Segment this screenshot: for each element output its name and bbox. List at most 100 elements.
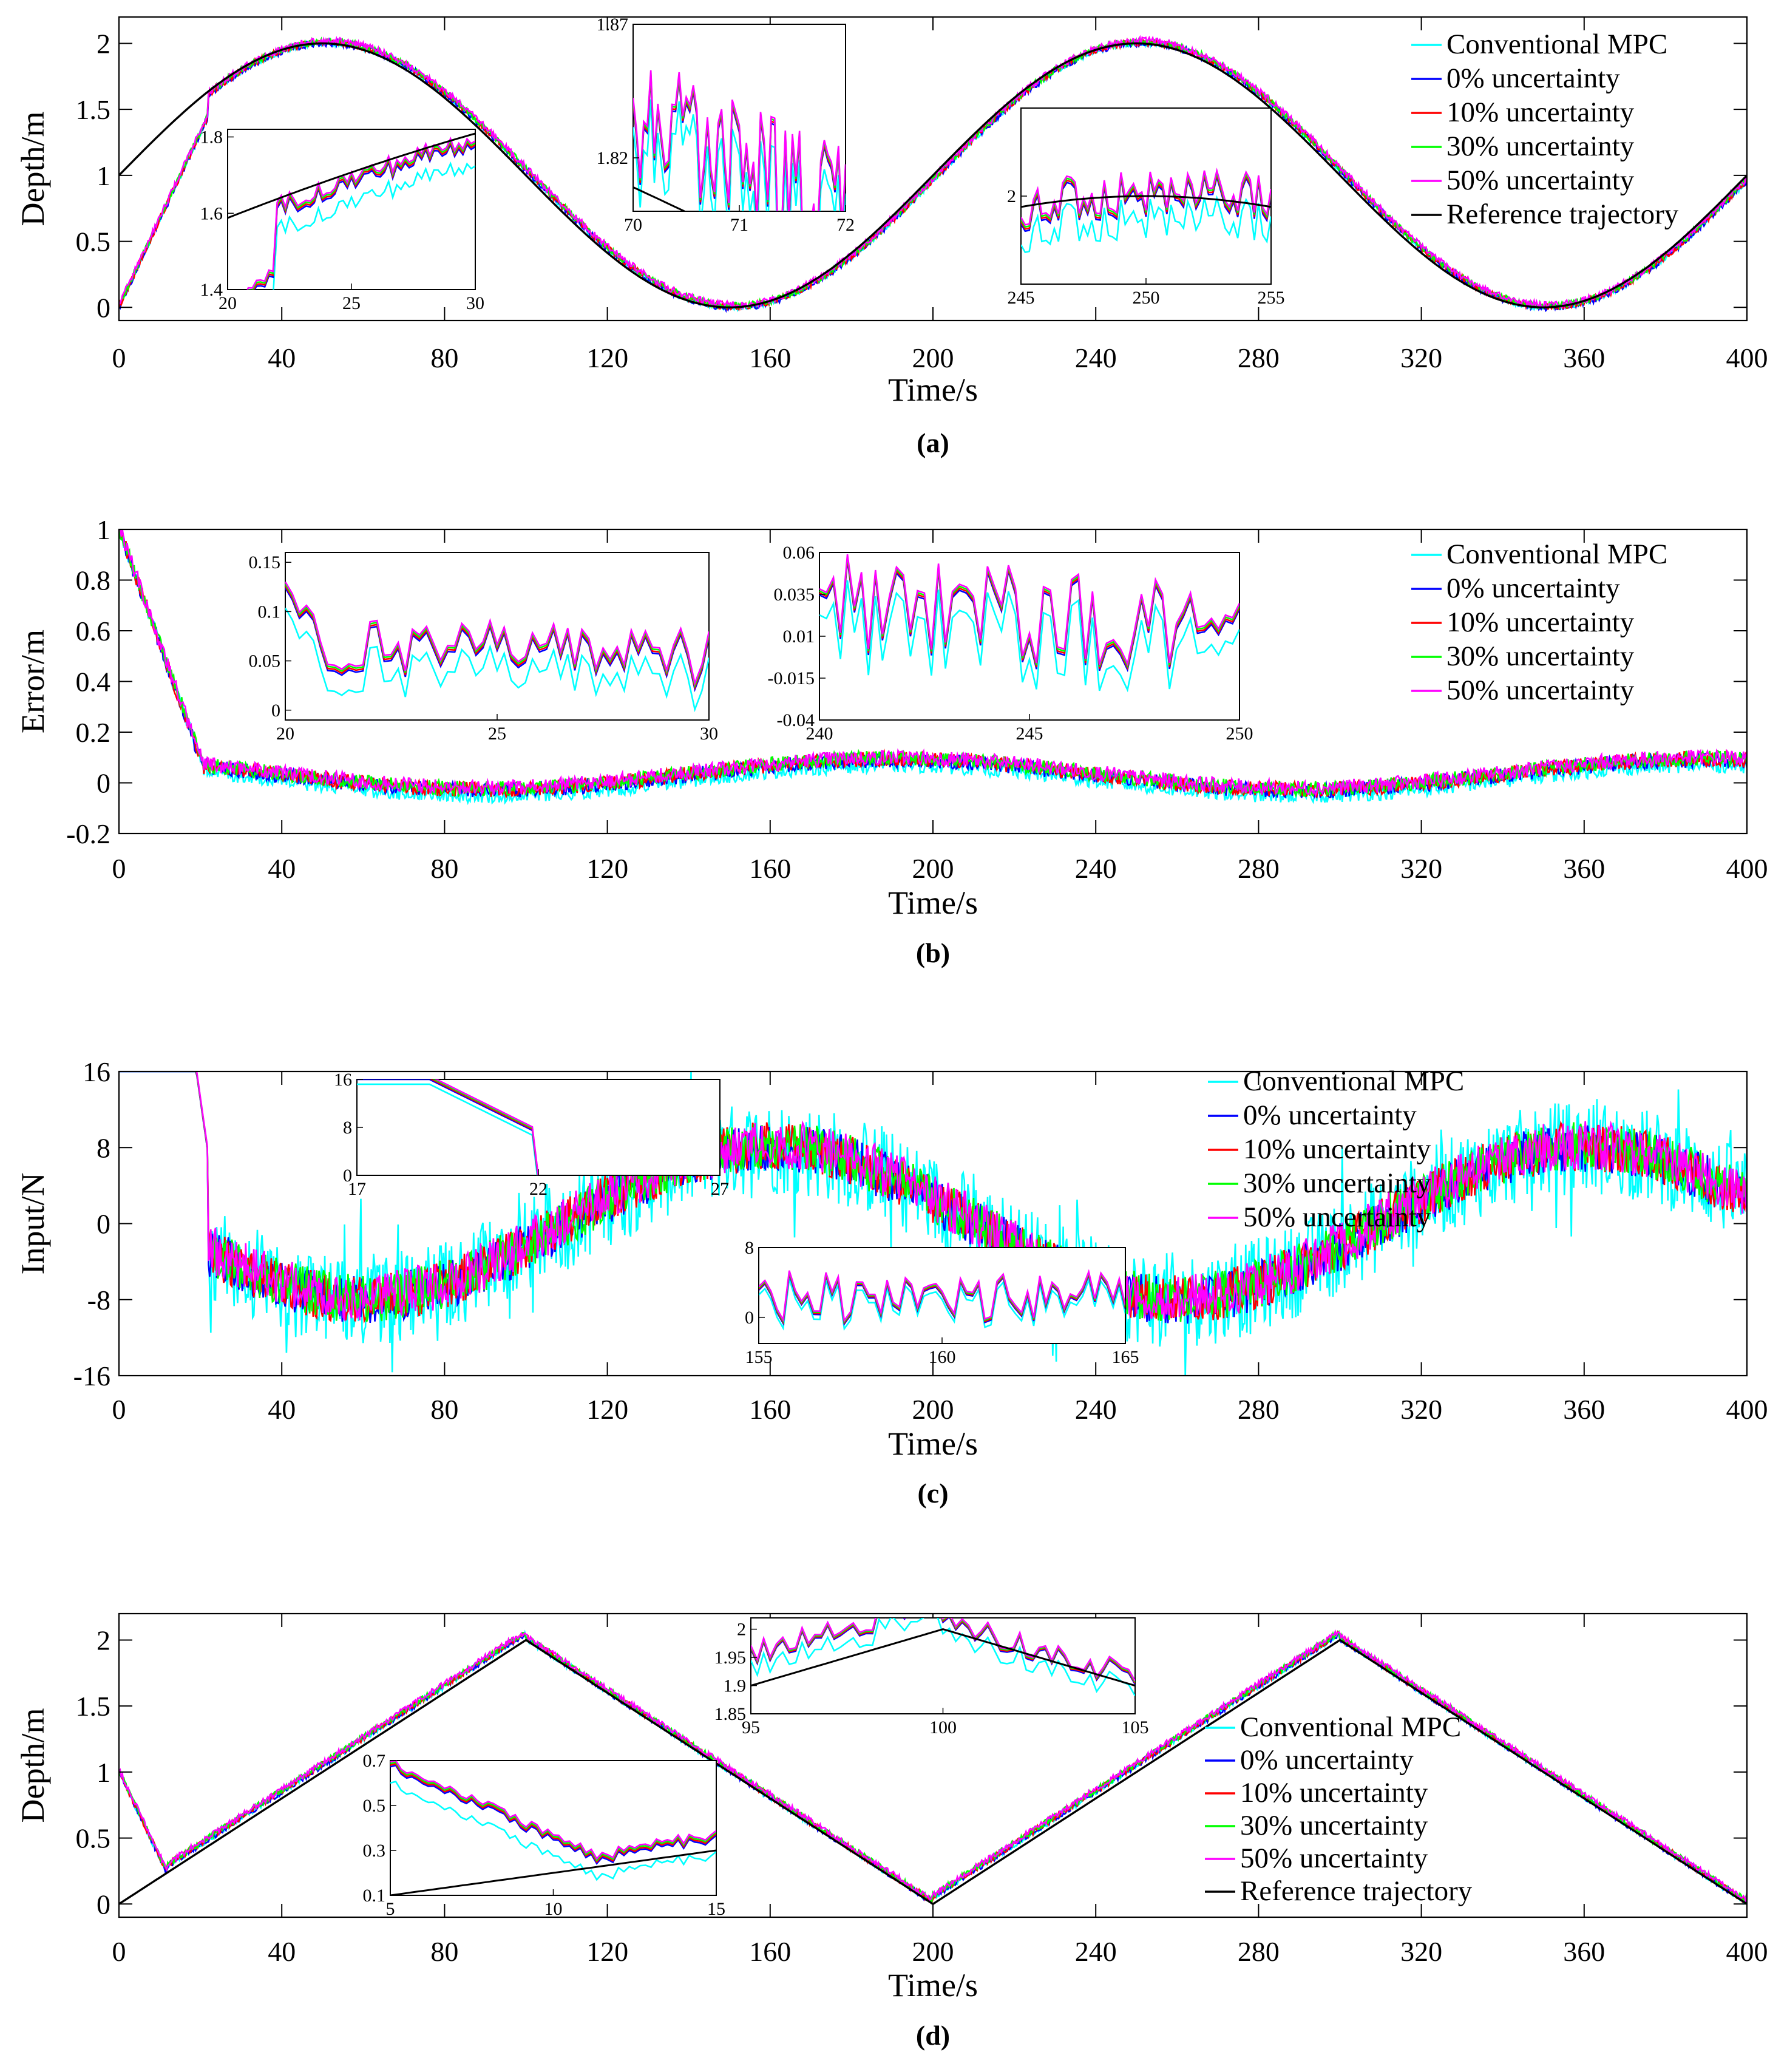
uncertainty-30-line xyxy=(119,529,1747,798)
legend-entry: 10% uncertainty xyxy=(1446,97,1635,128)
inset-box xyxy=(390,1760,717,1896)
x-tick-label: 80 xyxy=(430,1936,458,1967)
y-tick-label: 0 xyxy=(97,1889,110,1920)
legend-entry: Conventional MPC xyxy=(1243,1065,1464,1097)
inset-y-tick-label: 0 xyxy=(745,1308,754,1328)
x-tick-label: 320 xyxy=(1400,1394,1442,1425)
x-tick-label: 120 xyxy=(586,1394,628,1425)
legend-entry: Conventional MPC xyxy=(1446,538,1667,570)
x-tick-label: 240 xyxy=(1075,853,1117,884)
series-group xyxy=(119,35,1747,313)
inset-uncertainty-0-line xyxy=(390,1764,716,1865)
x-tick-label: 0 xyxy=(112,342,126,373)
x-tick-label: 160 xyxy=(749,853,791,884)
inset-y-tick-label: 0.5 xyxy=(363,1796,386,1816)
x-tick-label: 280 xyxy=(1238,1936,1280,1967)
legend-entry: 30% uncertainty xyxy=(1446,131,1635,162)
x-tick-label: 200 xyxy=(912,853,954,884)
inset-x-tick-label: 15 xyxy=(707,1899,725,1919)
inset-x-tick-label: 160 xyxy=(929,1347,956,1367)
x-tick-label: 40 xyxy=(268,342,296,373)
x-tick-label: 0 xyxy=(112,1394,126,1425)
inset-plot: 240 245 250 -0.04 -0.015 0.01 0.035 0.06 xyxy=(768,543,1253,744)
uncertainty-50-line xyxy=(119,1629,1747,1902)
y-tick-label: 1.5 xyxy=(76,1691,111,1722)
inset-series-group xyxy=(357,1079,540,1175)
x-tick-label: 40 xyxy=(268,1394,296,1425)
panel-label: (a) xyxy=(917,427,949,458)
y-tick-label: 0 xyxy=(97,768,110,799)
inset-uncertainty-50-line xyxy=(819,554,1239,667)
legend-entry: 50% uncertainty xyxy=(1240,1843,1428,1874)
inset-reference-line xyxy=(390,1849,716,1895)
inset-conventional-mpc-line xyxy=(759,1277,1125,1331)
inset-x-tick-label: 20 xyxy=(219,293,237,313)
legend-entry: 0% uncertainty xyxy=(1240,1744,1414,1776)
legend-entry: Reference trajectory xyxy=(1240,1875,1473,1907)
y-tick-label: 0 xyxy=(97,292,110,323)
inset-plot: 245 250 255 2 xyxy=(1007,107,1285,308)
inset-y-tick-label: 1.87 xyxy=(597,15,629,35)
y-tick-label: 0.6 xyxy=(76,616,111,647)
legend-entry: 50% uncertainty xyxy=(1446,165,1635,196)
inset-series-group xyxy=(759,1269,1125,1331)
inset-y-tick-label: 0.3 xyxy=(363,1841,386,1861)
legend-entry: Conventional MPC xyxy=(1240,1711,1461,1743)
inset-y-tick-label: 8 xyxy=(343,1118,352,1138)
inset-series-group xyxy=(1021,168,1271,254)
inset-x-tick-label: 240 xyxy=(806,724,833,744)
inset-x-tick-label: 71 xyxy=(730,215,748,235)
x-tick-label: 80 xyxy=(430,342,458,373)
legend-entry: 10% uncertainty xyxy=(1240,1777,1428,1809)
x-tick-label: 40 xyxy=(268,853,296,884)
y-tick-label: -0.2 xyxy=(66,818,110,849)
y-tick-label: 1 xyxy=(97,160,110,191)
legend-entry: 30% uncertainty xyxy=(1240,1810,1428,1841)
x-tick-label: 120 xyxy=(586,853,628,884)
x-tick-label: 280 xyxy=(1238,1394,1280,1425)
series-group xyxy=(119,529,1747,806)
inset-conventional-mpc-line xyxy=(390,1781,716,1881)
x-axis-label: Time/s xyxy=(888,372,978,408)
inset-x-tick-label: 5 xyxy=(386,1899,395,1919)
inset-uncertainty-50-line xyxy=(633,70,846,211)
uncertainty-50-line xyxy=(119,35,1747,310)
x-tick-label: 360 xyxy=(1563,853,1605,884)
inset-y-tick-label: 1.9 xyxy=(724,1676,747,1696)
legend-entry: Reference trajectory xyxy=(1446,199,1679,230)
x-tick-label: 200 xyxy=(912,1936,954,1967)
x-axis-label: Time/s xyxy=(888,885,978,921)
x-tick-label: 0 xyxy=(112,1936,126,1967)
inset-x-tick-label: 250 xyxy=(1133,288,1160,308)
x-tick-label: 240 xyxy=(1075,1394,1117,1425)
legend-entry: 0% uncertainty xyxy=(1446,63,1620,94)
x-tick-label: 400 xyxy=(1726,853,1768,884)
y-tick-label: 0.2 xyxy=(76,717,111,748)
panel-label: (b) xyxy=(916,937,950,968)
y-tick-label: 2 xyxy=(97,1625,110,1656)
x-tick-label: 80 xyxy=(430,1394,458,1425)
inset-y-tick-label: 1.4 xyxy=(200,280,223,300)
inset-conventional-mpc-line xyxy=(1021,195,1271,254)
inset-x-tick-label: 245 xyxy=(1008,288,1035,308)
y-tick-label: -8 xyxy=(87,1285,110,1316)
inset-uncertainty-10-line xyxy=(390,1762,716,1864)
x-tick-label: 320 xyxy=(1400,342,1442,373)
x-tick-label: 280 xyxy=(1238,853,1280,884)
inset-y-tick-label: 1.8 xyxy=(200,127,223,148)
inset-y-tick-label: 0.01 xyxy=(783,627,815,647)
x-tick-label: 160 xyxy=(749,342,791,373)
panel-label: (d) xyxy=(916,2020,950,2051)
x-tick-label: 360 xyxy=(1563,1936,1605,1967)
panel-c: 0 40 80 120 160 200 240 280 320 360 400-16-80816Ti… xyxy=(15,1056,1768,1509)
inset-uncertainty-50-line xyxy=(1021,168,1271,226)
inset-x-tick-label: 100 xyxy=(929,1717,957,1737)
inset-x-tick-label: 22 xyxy=(529,1179,548,1199)
inset-y-tick-label: 16 xyxy=(334,1070,352,1090)
legend-entry: 10% uncertainty xyxy=(1446,606,1635,638)
inset-series-group xyxy=(751,1618,1135,1697)
x-tick-label: 80 xyxy=(430,853,458,884)
y-tick-label: 0 xyxy=(97,1209,110,1240)
inset-y-tick-label: 0 xyxy=(343,1166,352,1186)
inset-reference-line xyxy=(228,132,475,219)
